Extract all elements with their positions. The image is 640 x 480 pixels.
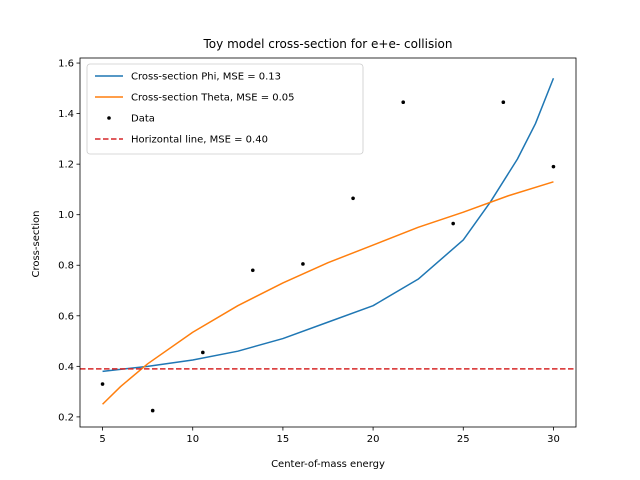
axes: 5 10 15 20 25 30 0.2 0.4 0.6 0.8 1.0 1.2 1.4 1.6 [58, 57, 577, 445]
legend-label: Cross-section Phi, MSE = 0.13 [131, 72, 281, 83]
y-tick-label: 0.6 [58, 311, 74, 322]
legend: Cross-section Phi, MSE = 0.13 Cross-secti… [86, 63, 364, 155]
legend-label: Horizontal line, MSE = 0.40 [131, 135, 268, 146]
y-tick-label: 1.6 [58, 59, 74, 70]
data-point [401, 100, 406, 105]
legend-item: Horizontal line, MSE = 0.40 [95, 135, 268, 146]
series-line-0 [102, 77, 555, 373]
y-tick-label: 1.2 [58, 160, 74, 171]
legend-item: Data [107, 114, 155, 125]
data-point [100, 382, 105, 386]
y-axis-label: Cross-section [31, 210, 42, 277]
legend-item: Cross-section Theta, MSE = 0.05 [95, 93, 295, 104]
data-point [301, 262, 305, 266]
y-tick-label: 0.4 [58, 362, 74, 373]
plot-series-group [80, 77, 576, 413]
data-point [351, 196, 355, 201]
data-point [551, 164, 556, 169]
data-point [201, 350, 205, 355]
y-tick-label: 1.4 [58, 109, 74, 120]
data-point [250, 268, 255, 273]
data-point [501, 100, 506, 105]
data-point [451, 221, 455, 226]
x-axis-label: Center-of-mass energy [271, 459, 385, 470]
chart-title: Toy model cross-section for e+e- collisi… [203, 37, 453, 51]
x-tick-label: 30 [547, 434, 560, 445]
series-line-1 [102, 181, 554, 405]
legend-label: Cross-section Theta, MSE = 0.05 [131, 93, 295, 104]
y-tick-label: 0.8 [58, 261, 74, 272]
data-point [150, 408, 155, 413]
x-tick-label: 15 [277, 434, 290, 445]
axes-frame [79, 57, 577, 428]
legend-item: Cross-section Phi, MSE = 0.13 [95, 72, 281, 83]
legend-point-swatch [107, 116, 111, 120]
x-tick-label: 10 [186, 434, 199, 445]
legend-label: Data [131, 114, 155, 125]
legend-box [86, 63, 364, 155]
y-tick-label: 0.2 [58, 412, 74, 423]
x-tick-label: 5 [99, 434, 105, 445]
x-tick-label: 25 [457, 434, 470, 445]
y-tick-label: 1.0 [58, 210, 74, 221]
plot-area [80, 77, 576, 413]
x-tick-label: 20 [367, 434, 380, 445]
